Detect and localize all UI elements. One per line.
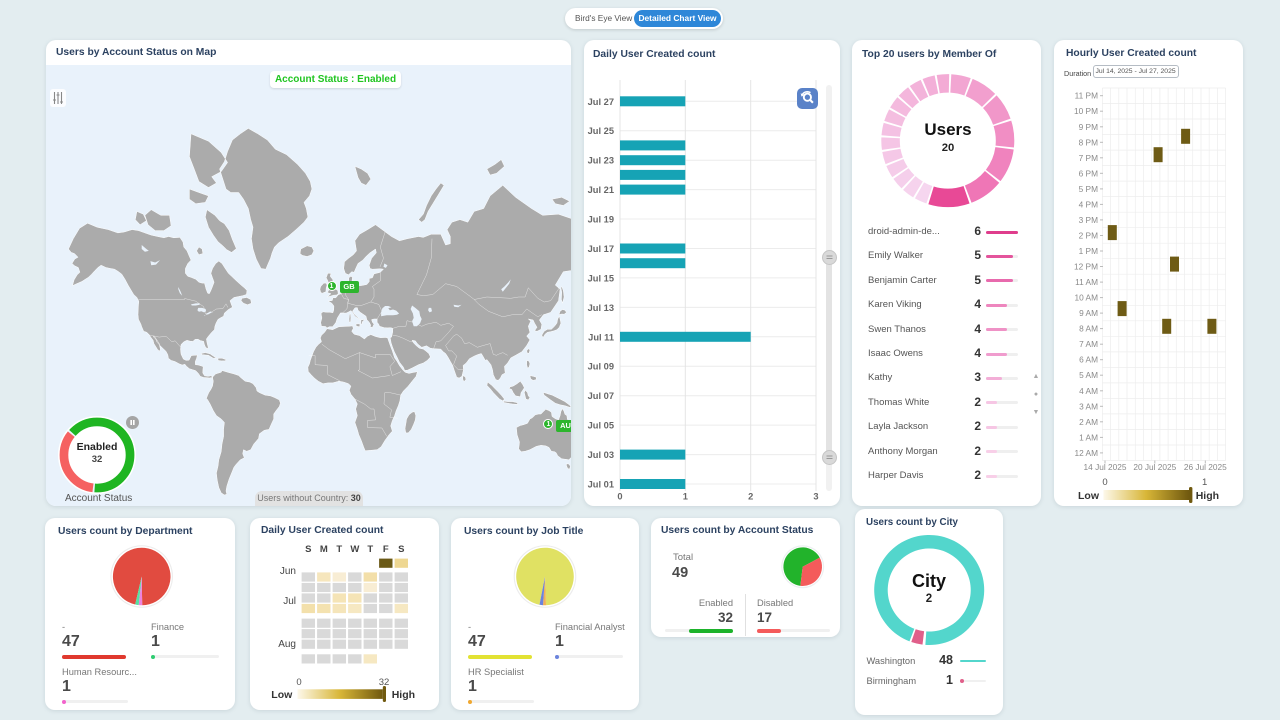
svg-text:0: 0: [296, 677, 301, 688]
svg-text:W: W: [350, 544, 359, 555]
svg-text:9 AM: 9 AM: [1079, 308, 1098, 318]
svg-text:0: 0: [617, 492, 622, 502]
svg-text:High: High: [1196, 490, 1219, 502]
svg-text:Low: Low: [1078, 490, 1100, 502]
svg-text:12 PM: 12 PM: [1074, 262, 1098, 272]
svg-text:4 AM: 4 AM: [1079, 386, 1098, 396]
svg-text:2: 2: [748, 492, 753, 502]
svg-text:5 PM: 5 PM: [1079, 184, 1098, 194]
svg-text:M: M: [320, 544, 328, 555]
svg-text:Jul 01: Jul 01: [588, 480, 614, 490]
svg-text:3 AM: 3 AM: [1079, 401, 1098, 411]
svg-text:1: 1: [1202, 477, 1207, 488]
svg-text:Jul 03: Jul 03: [588, 450, 614, 460]
svg-text:Low: Low: [271, 689, 293, 701]
svg-text:Jul 05: Jul 05: [588, 421, 614, 431]
svg-text:7 AM: 7 AM: [1079, 339, 1098, 349]
svg-text:Jul 15: Jul 15: [588, 273, 614, 283]
svg-text:4 PM: 4 PM: [1079, 199, 1098, 209]
svg-text:3 PM: 3 PM: [1079, 215, 1098, 225]
svg-text:Jul 17: Jul 17: [588, 244, 614, 254]
svg-text:High: High: [392, 689, 415, 701]
svg-text:Jul 09: Jul 09: [588, 362, 614, 372]
svg-text:9 PM: 9 PM: [1079, 122, 1098, 132]
svg-text:14 Jul 2025: 14 Jul 2025: [1084, 462, 1127, 472]
svg-text:3: 3: [813, 492, 818, 502]
svg-text:1 PM: 1 PM: [1079, 246, 1098, 256]
svg-text:1 AM: 1 AM: [1079, 432, 1098, 442]
svg-text:Jul 23: Jul 23: [588, 156, 614, 166]
svg-text:Jul 11: Jul 11: [588, 332, 614, 342]
svg-text:F: F: [383, 544, 389, 555]
svg-text:5 AM: 5 AM: [1079, 370, 1098, 380]
svg-text:Jul 27: Jul 27: [588, 97, 614, 107]
svg-text:10 AM: 10 AM: [1074, 293, 1098, 303]
svg-text:Jun: Jun: [280, 566, 296, 577]
svg-text:T: T: [367, 544, 373, 555]
svg-text:8 PM: 8 PM: [1079, 137, 1098, 147]
svg-text:2 PM: 2 PM: [1079, 231, 1098, 241]
svg-text:8 AM: 8 AM: [1079, 324, 1098, 334]
svg-text:Jul 19: Jul 19: [588, 215, 614, 225]
svg-text:20 Jul 2025: 20 Jul 2025: [1133, 462, 1176, 472]
svg-text:0: 0: [1102, 477, 1107, 488]
svg-text:26 Jul 2025: 26 Jul 2025: [1184, 462, 1227, 472]
svg-text:11 AM: 11 AM: [1075, 277, 1098, 287]
svg-text:Jul 13: Jul 13: [588, 303, 614, 313]
svg-text:T: T: [336, 544, 342, 555]
svg-text:Jul 07: Jul 07: [588, 391, 614, 401]
svg-text:Jul 21: Jul 21: [588, 185, 614, 195]
svg-text:1: 1: [683, 492, 688, 502]
svg-text:6 AM: 6 AM: [1079, 355, 1098, 365]
svg-text:S: S: [305, 544, 311, 555]
svg-text:12 AM: 12 AM: [1074, 448, 1098, 458]
svg-text:Jul 25: Jul 25: [588, 126, 614, 136]
svg-text:10 PM: 10 PM: [1074, 106, 1098, 116]
svg-text:11 PM: 11 PM: [1075, 91, 1098, 101]
svg-text:Aug: Aug: [278, 639, 296, 650]
svg-text:7 PM: 7 PM: [1079, 153, 1098, 163]
svg-text:6 PM: 6 PM: [1079, 168, 1098, 178]
svg-text:32: 32: [379, 677, 390, 688]
svg-text:2 AM: 2 AM: [1079, 417, 1098, 427]
svg-text:S: S: [398, 544, 404, 555]
svg-text:Jul: Jul: [283, 596, 296, 607]
